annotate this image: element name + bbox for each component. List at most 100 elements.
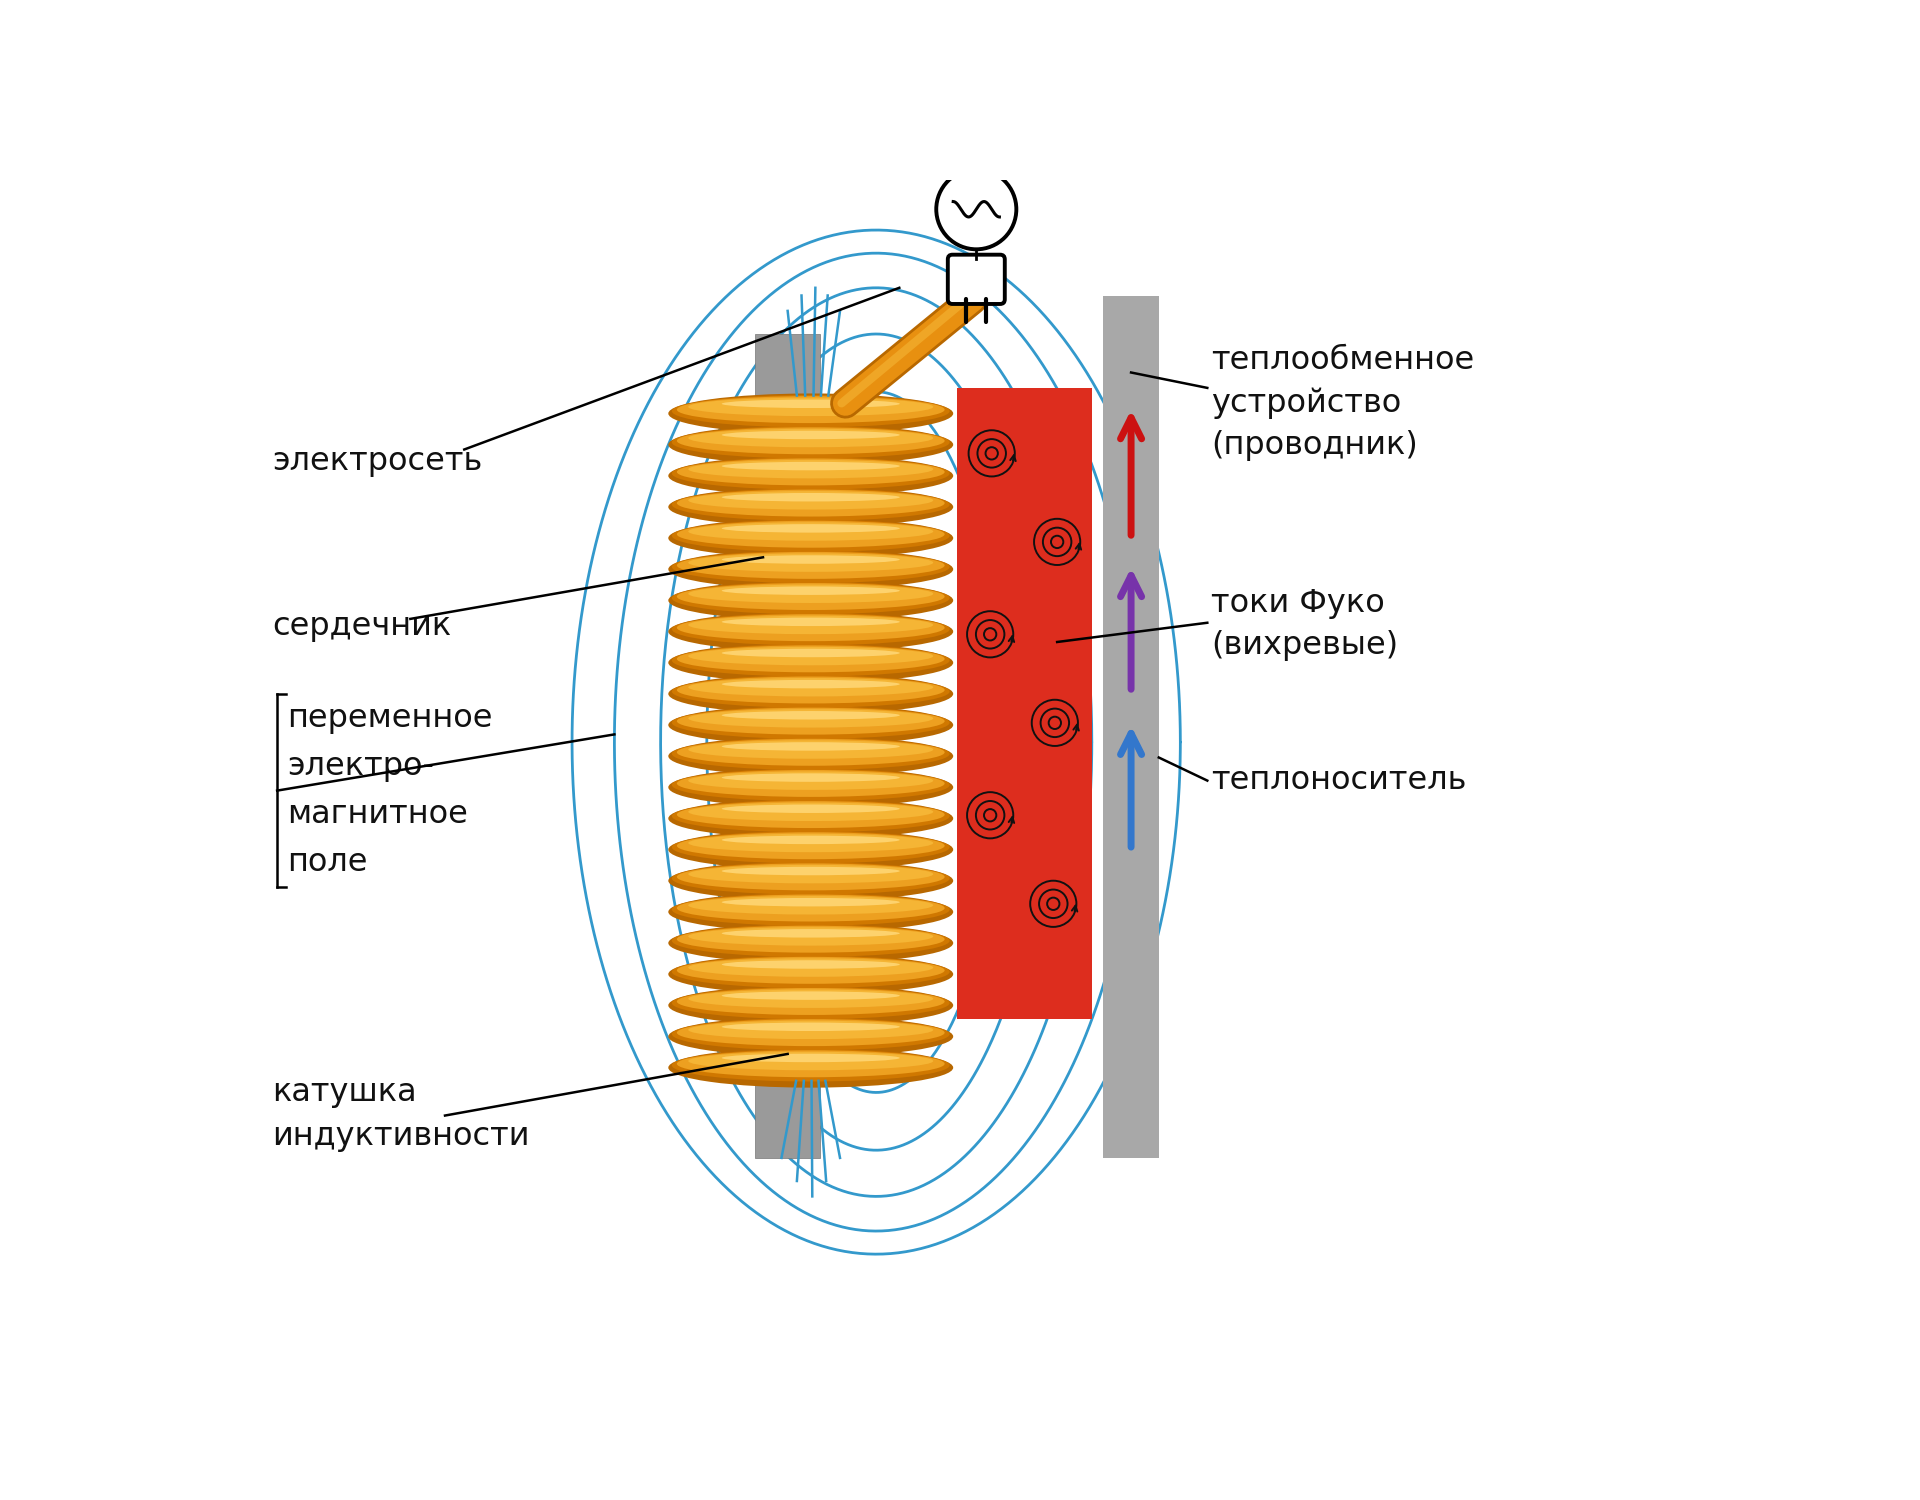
Ellipse shape bbox=[678, 957, 945, 984]
Ellipse shape bbox=[678, 396, 945, 423]
Ellipse shape bbox=[678, 459, 945, 486]
Ellipse shape bbox=[672, 770, 950, 801]
Ellipse shape bbox=[672, 426, 950, 459]
Ellipse shape bbox=[672, 924, 950, 957]
Ellipse shape bbox=[722, 960, 900, 969]
Text: теплоноситель: теплоноситель bbox=[1212, 765, 1467, 796]
Ellipse shape bbox=[722, 711, 900, 720]
Ellipse shape bbox=[687, 522, 933, 540]
Ellipse shape bbox=[678, 645, 945, 672]
Ellipse shape bbox=[668, 1047, 952, 1088]
Ellipse shape bbox=[687, 834, 933, 852]
Ellipse shape bbox=[687, 615, 933, 634]
Ellipse shape bbox=[668, 922, 952, 963]
Ellipse shape bbox=[672, 706, 950, 740]
Ellipse shape bbox=[722, 804, 900, 813]
Ellipse shape bbox=[672, 675, 950, 708]
Ellipse shape bbox=[722, 680, 900, 688]
Ellipse shape bbox=[672, 862, 950, 894]
Ellipse shape bbox=[668, 580, 952, 621]
Text: устройство: устройство bbox=[1212, 387, 1402, 418]
Ellipse shape bbox=[672, 550, 950, 584]
Ellipse shape bbox=[687, 896, 933, 915]
Ellipse shape bbox=[722, 618, 900, 626]
Ellipse shape bbox=[687, 460, 933, 478]
Ellipse shape bbox=[722, 898, 900, 906]
Ellipse shape bbox=[687, 1020, 933, 1040]
Ellipse shape bbox=[668, 830, 952, 870]
Ellipse shape bbox=[668, 986, 952, 1026]
Ellipse shape bbox=[722, 836, 900, 844]
Ellipse shape bbox=[678, 801, 945, 828]
Ellipse shape bbox=[672, 987, 950, 1018]
Ellipse shape bbox=[722, 524, 900, 532]
Ellipse shape bbox=[722, 399, 900, 408]
Ellipse shape bbox=[668, 488, 952, 526]
FancyBboxPatch shape bbox=[948, 255, 1004, 304]
Ellipse shape bbox=[722, 774, 900, 782]
Ellipse shape bbox=[668, 393, 952, 433]
Ellipse shape bbox=[687, 710, 933, 728]
Ellipse shape bbox=[687, 990, 933, 1008]
Text: электро-: электро- bbox=[288, 752, 434, 782]
Ellipse shape bbox=[687, 771, 933, 790]
Ellipse shape bbox=[678, 552, 945, 579]
Ellipse shape bbox=[668, 736, 952, 776]
Text: токи Фуко: токи Фуко bbox=[1212, 588, 1384, 620]
Ellipse shape bbox=[668, 1017, 952, 1056]
Ellipse shape bbox=[668, 612, 952, 651]
Ellipse shape bbox=[678, 770, 945, 796]
Ellipse shape bbox=[722, 867, 900, 876]
Ellipse shape bbox=[668, 892, 952, 932]
Text: теплообменное: теплообменное bbox=[1212, 345, 1475, 376]
Ellipse shape bbox=[678, 926, 945, 952]
Ellipse shape bbox=[687, 429, 933, 447]
Ellipse shape bbox=[678, 864, 945, 891]
Ellipse shape bbox=[687, 1052, 933, 1071]
Ellipse shape bbox=[672, 1019, 950, 1050]
Ellipse shape bbox=[722, 742, 900, 750]
Ellipse shape bbox=[668, 424, 952, 465]
Text: электросеть: электросеть bbox=[273, 446, 482, 477]
Ellipse shape bbox=[678, 614, 945, 640]
Ellipse shape bbox=[668, 642, 952, 682]
Ellipse shape bbox=[722, 494, 900, 501]
Ellipse shape bbox=[672, 831, 950, 864]
Ellipse shape bbox=[678, 833, 945, 860]
Ellipse shape bbox=[672, 644, 950, 676]
Ellipse shape bbox=[722, 928, 900, 938]
Ellipse shape bbox=[668, 674, 952, 714]
Ellipse shape bbox=[687, 958, 933, 976]
Ellipse shape bbox=[668, 549, 952, 590]
Ellipse shape bbox=[672, 458, 950, 489]
Ellipse shape bbox=[672, 394, 950, 427]
Ellipse shape bbox=[678, 676, 945, 703]
Ellipse shape bbox=[687, 490, 933, 510]
Ellipse shape bbox=[687, 741, 933, 759]
Text: магнитное: магнитное bbox=[288, 800, 468, 830]
Ellipse shape bbox=[678, 489, 945, 516]
Ellipse shape bbox=[678, 427, 945, 454]
Ellipse shape bbox=[678, 1019, 945, 1046]
Text: индуктивности: индуктивности bbox=[273, 1120, 530, 1152]
Ellipse shape bbox=[687, 865, 933, 883]
Ellipse shape bbox=[722, 1053, 900, 1062]
Ellipse shape bbox=[722, 555, 900, 564]
Ellipse shape bbox=[668, 768, 952, 807]
Ellipse shape bbox=[672, 800, 950, 832]
Ellipse shape bbox=[722, 648, 900, 657]
Ellipse shape bbox=[672, 519, 950, 552]
Ellipse shape bbox=[668, 705, 952, 746]
Ellipse shape bbox=[668, 798, 952, 838]
Text: поле: поле bbox=[288, 846, 367, 877]
Ellipse shape bbox=[672, 489, 950, 520]
Text: катушка: катушка bbox=[273, 1077, 417, 1108]
Ellipse shape bbox=[687, 585, 933, 603]
Ellipse shape bbox=[722, 1023, 900, 1031]
Ellipse shape bbox=[687, 646, 933, 666]
Ellipse shape bbox=[672, 582, 950, 614]
Ellipse shape bbox=[668, 861, 952, 901]
Ellipse shape bbox=[722, 586, 900, 596]
Ellipse shape bbox=[722, 462, 900, 471]
Bar bbox=[956, 388, 1092, 1020]
